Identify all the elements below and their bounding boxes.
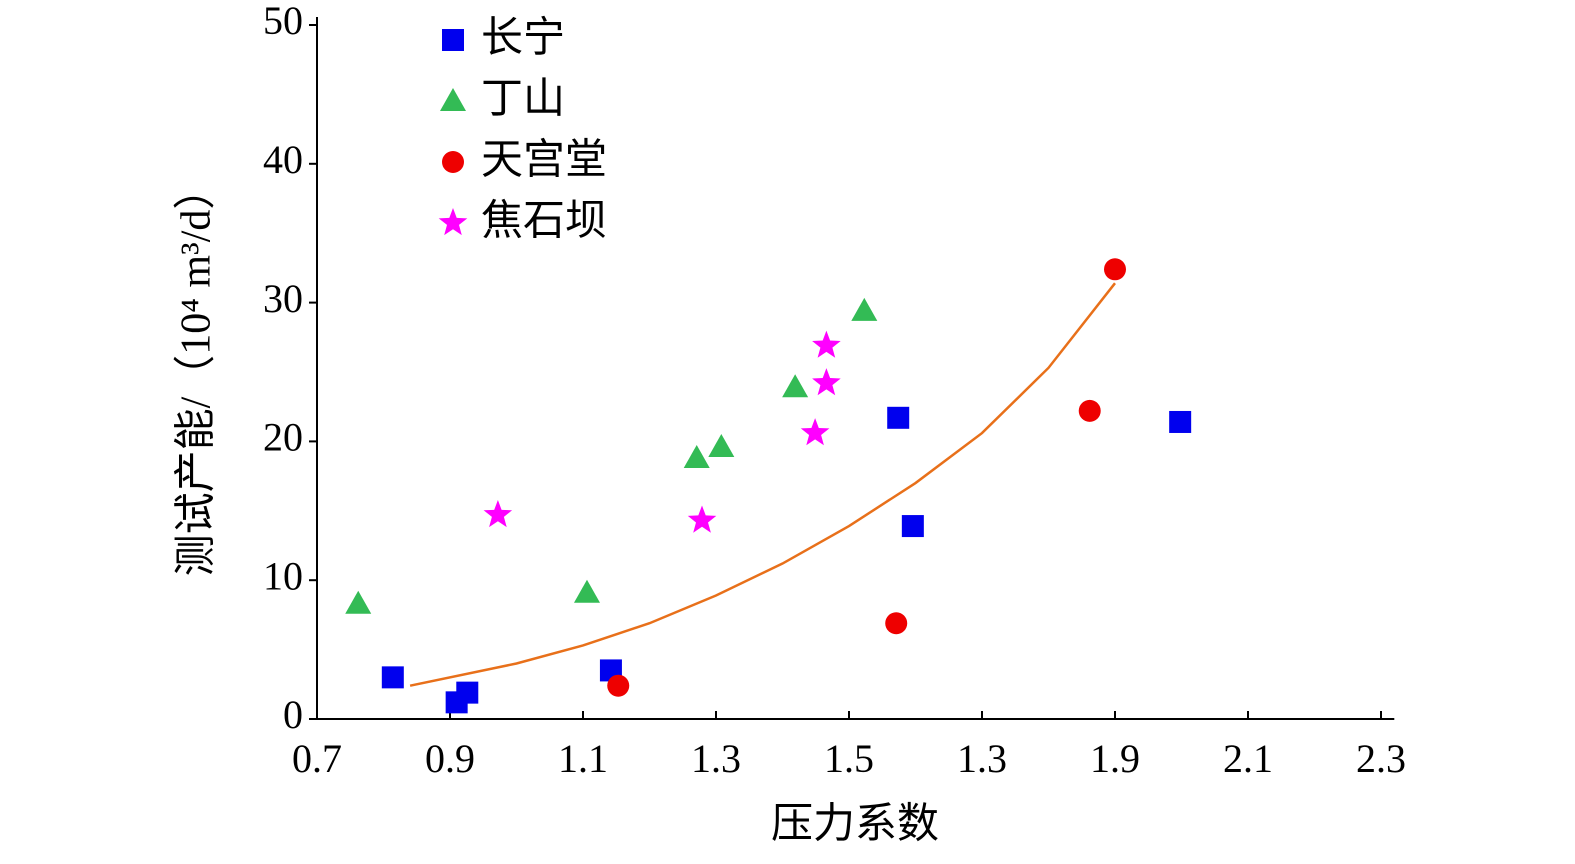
x-tick-label: 1.3 — [691, 736, 741, 781]
x-tick-label: 1.3 — [957, 736, 1007, 781]
legend-marker — [438, 208, 468, 236]
y-tick-label: 10 — [263, 553, 303, 598]
x-axis-label: 压力系数 — [771, 802, 939, 848]
point — [683, 445, 710, 469]
point — [800, 418, 830, 446]
point — [1104, 258, 1126, 281]
point — [573, 579, 600, 603]
y-tick-label: 40 — [263, 137, 303, 182]
point — [607, 674, 630, 697]
y-tick-label: 20 — [263, 415, 303, 460]
point — [1169, 410, 1192, 433]
trendline — [409, 282, 1116, 687]
y-tick-label: 50 — [263, 0, 303, 43]
legend-marker — [442, 151, 464, 173]
point — [1078, 399, 1101, 422]
point — [885, 612, 908, 635]
point — [456, 681, 479, 704]
point — [887, 406, 910, 429]
x-tick-label: 1.9 — [1090, 736, 1140, 781]
point — [381, 666, 404, 689]
legend-marker — [440, 88, 466, 111]
point — [901, 515, 924, 538]
y-tick-label: 0 — [283, 692, 303, 737]
point — [687, 505, 717, 533]
y-tick-label: 30 — [263, 276, 303, 321]
point — [782, 374, 809, 398]
x-tick-label: 2.1 — [1223, 736, 1273, 781]
point — [483, 500, 513, 528]
point — [851, 297, 878, 321]
legend-label: 天宫堂 — [481, 137, 607, 184]
point — [345, 590, 372, 614]
legend-marker — [442, 29, 464, 51]
x-tick-label: 1.5 — [824, 736, 874, 781]
point — [812, 368, 841, 396]
x-tick-label: 0.7 — [292, 736, 342, 781]
point — [708, 433, 735, 457]
x-tick-label: 0.9 — [425, 736, 475, 781]
x-tick-label: 2.3 — [1356, 736, 1406, 781]
legend-label: 焦石坝 — [481, 199, 607, 245]
point — [812, 330, 841, 358]
legend-label: 长宁 — [481, 16, 565, 62]
x-tick-label: 1.1 — [558, 736, 608, 781]
legend-label: 丁山 — [481, 77, 565, 123]
y-axis-label: 测试产能/（10⁴ m³/d） — [174, 168, 220, 577]
